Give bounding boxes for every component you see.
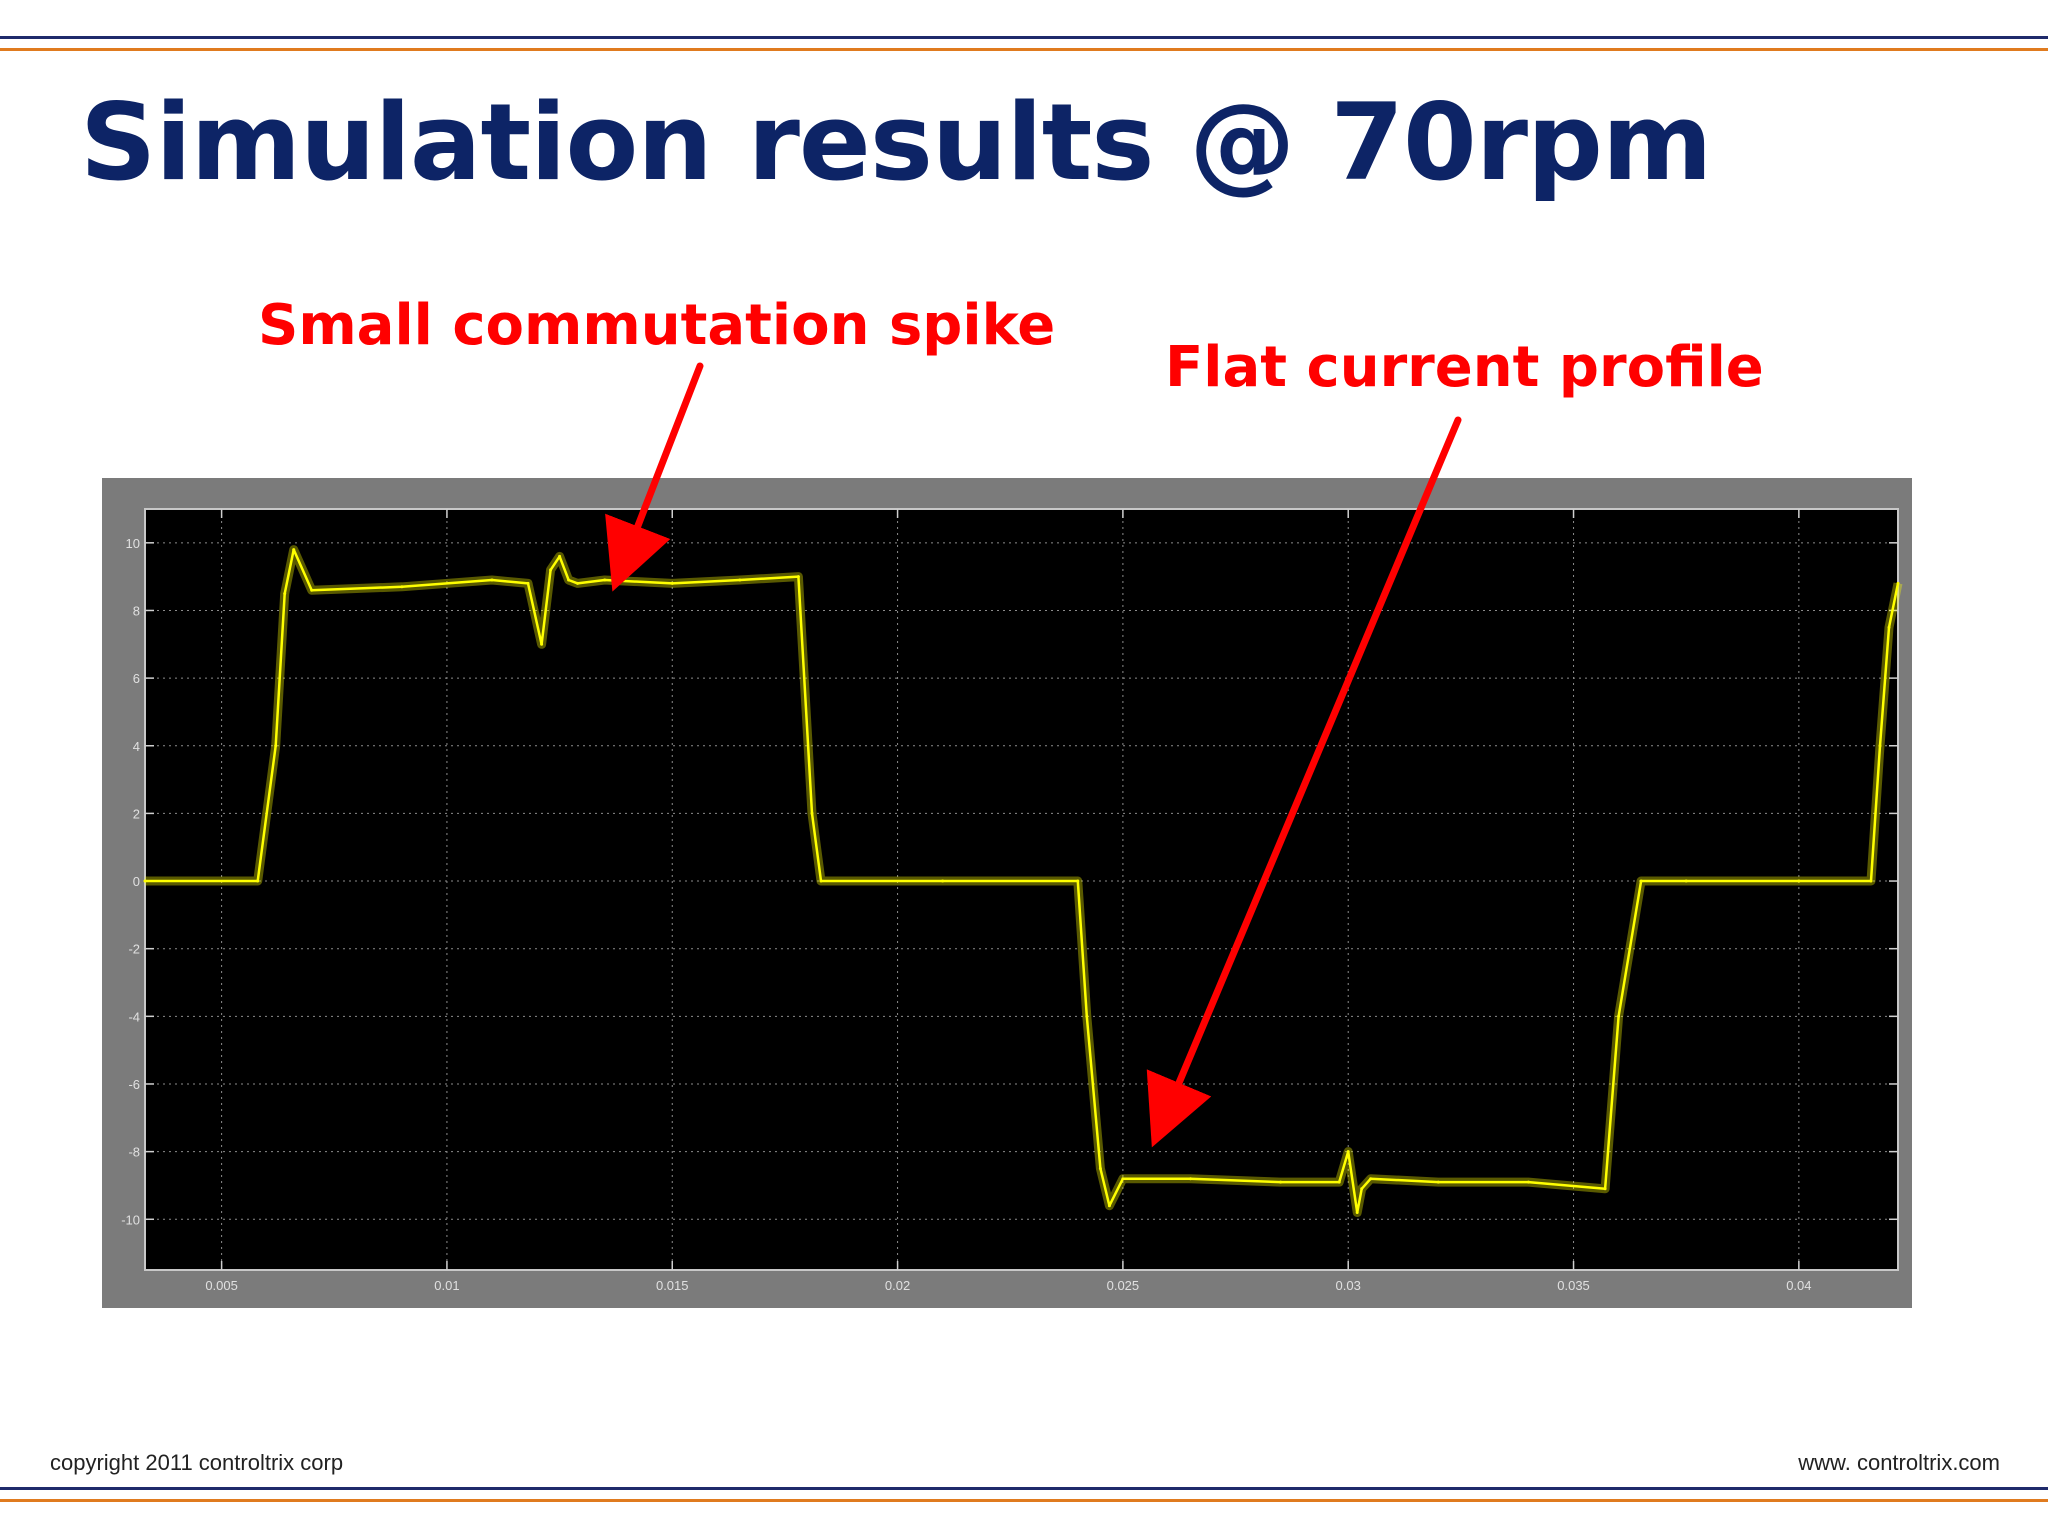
trace-point [603,578,607,582]
y-tick-label: 6 [133,671,140,686]
trace-point [1684,879,1688,883]
x-tick-label: 0.015 [656,1278,689,1293]
arrow-flat-current [1146,416,1462,1148]
trace-point [1360,1187,1364,1191]
trace-point [796,575,800,579]
x-tick-label: 0.02 [885,1278,910,1293]
trace-point [1436,1180,1440,1184]
trace-point [490,578,494,582]
x-tick-label: 0.025 [1107,1278,1140,1293]
y-tick-label: 0 [133,874,140,889]
bottom-rule-navy [0,1487,2048,1490]
y-tick-label: -4 [128,1009,140,1024]
footer-website: www. controltrix.com [1798,1450,2000,1475]
trace-point [1098,1167,1102,1170]
x-tick-label: 0.035 [1557,1278,1590,1293]
trace-point [810,811,814,815]
x-tick-label: 0.005 [205,1278,238,1293]
trace-point [526,581,530,585]
y-tick-label: 2 [133,806,140,821]
trace-point [274,744,278,748]
current-trace [145,548,1900,1214]
trace-point [310,588,314,592]
trace-point [143,879,147,883]
trace-point [567,578,571,582]
trace-point [1085,1014,1089,1018]
trace-point [941,879,945,883]
x-tick-label: 0.01 [434,1278,459,1293]
trace-point [1527,1180,1530,1184]
trace-point [1797,879,1801,883]
trace-point [292,548,296,552]
trace-point [1346,1150,1350,1154]
trace-point [738,578,742,582]
trace-point [1107,1204,1111,1208]
trace-point [1603,1187,1607,1191]
plot-area [144,508,1899,1271]
arrow-commutation-spike [605,362,704,592]
trace-point [1076,879,1080,883]
trace-point [670,581,674,585]
trace-point [1337,1180,1341,1184]
trace-point [540,642,544,646]
trace-point [1121,1177,1125,1181]
trace-point [1369,1177,1373,1181]
trace-point [576,581,580,585]
tick-labels: 0.005 0.01 0.015 0.02 0.025 0.03 0.035 0.04 10 8 6… [121,536,1811,1293]
y-tick-label: 4 [133,739,140,754]
trace-point [1279,1180,1283,1184]
trace-point [1878,744,1882,748]
trace-point [256,879,260,883]
trace-point [558,554,562,558]
x-tick-label: 0.04 [1786,1278,1811,1293]
y-tick-label: -6 [128,1077,140,1092]
footer-copyright: copyright 2011 controltrix corp [50,1450,344,1475]
top-rule-orange [0,48,2048,51]
trace-point [819,879,823,883]
x-tick-label: 0.03 [1336,1278,1361,1293]
trace-point [283,592,287,596]
trace-point [1355,1211,1359,1214]
trace-layer [143,545,1903,1217]
slide-title: Simulation results @ 70rpm [80,81,1712,204]
trace-point [1869,879,1873,883]
trace-point [1617,1014,1621,1018]
y-tick-label: -2 [128,942,140,957]
annotation-commutation-spike: Small commutation spike [258,293,1056,358]
annotation-arrows [605,362,1462,1148]
trace-point [1896,581,1900,585]
y-tick-label: -10 [121,1212,140,1227]
trace-point [1189,1177,1192,1181]
trace-point [1639,879,1643,883]
top-rule-navy [0,36,2048,39]
y-tick-label: 8 [133,603,140,618]
bottom-rule-orange [0,1499,2048,1502]
trace-point [549,568,553,572]
y-tick-label: -8 [128,1145,140,1160]
trace-point [1887,625,1891,629]
y-tick-label: 10 [126,536,140,551]
trace-point [400,585,404,589]
annotation-flat-current: Flat current profile [1165,335,1764,400]
